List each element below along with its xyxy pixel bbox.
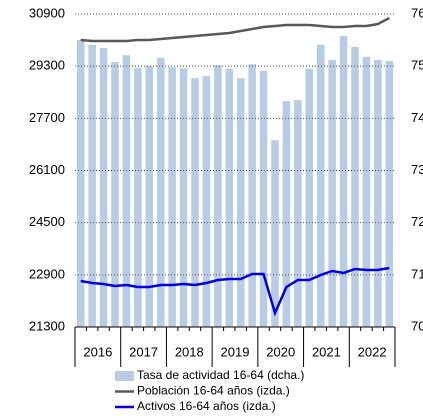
legend-label: Activos 16-64 años (izda.) (137, 399, 276, 413)
x-group-label: 2020 (266, 344, 295, 359)
bar (168, 67, 176, 328)
y-tick-label: 21300 (29, 318, 65, 333)
y-tick-label: 27700 (29, 110, 65, 125)
bar (99, 47, 108, 328)
x-group-label: 2017 (129, 344, 158, 359)
y2-tick-label: 74 (411, 110, 423, 125)
bar (202, 76, 211, 327)
y2-tick-label: 75 (411, 58, 423, 73)
y2-tick-label: 71 (411, 266, 423, 281)
bar (248, 64, 256, 327)
bar (362, 56, 371, 327)
legend-swatch (115, 371, 134, 381)
y2-tick-label: 76 (411, 5, 423, 20)
bar (294, 100, 302, 327)
bar (316, 44, 325, 328)
bar (385, 60, 394, 327)
bar (76, 40, 85, 327)
bar (156, 57, 165, 327)
bar (225, 68, 234, 328)
bar (282, 101, 291, 327)
y2-tick-label: 73 (411, 162, 423, 177)
line-series (80, 16, 390, 43)
bar (328, 59, 336, 327)
x-group-label: 2018 (175, 344, 204, 359)
bar (145, 66, 154, 328)
legend-label: Población 16-64 años (izda.) (137, 384, 290, 398)
y-tick-label: 22900 (29, 266, 65, 281)
bar (191, 78, 199, 327)
y-tick-label: 30900 (29, 5, 65, 20)
bar (179, 68, 188, 328)
y-tick-label: 24500 (29, 214, 65, 229)
bar (111, 61, 119, 327)
x-group-label: 2022 (358, 344, 387, 359)
bar (374, 59, 382, 327)
bar (122, 55, 131, 327)
bar (88, 44, 96, 328)
y2-tick-label: 72 (411, 214, 423, 229)
bar (271, 140, 279, 327)
bar (134, 68, 142, 328)
y-tick-label: 26100 (29, 162, 65, 177)
bar (351, 46, 359, 328)
bar (236, 78, 245, 327)
x-group-label: 2016 (83, 344, 112, 359)
line-series (80, 266, 390, 317)
x-group-label: 2021 (312, 344, 341, 359)
x-group-label: 2019 (221, 344, 250, 359)
y-tick-label: 29300 (29, 58, 65, 73)
bar (259, 70, 268, 327)
bar (305, 68, 314, 328)
legend-label: Tasa de actividad 16-64 (dcha.) (137, 368, 304, 382)
y2-tick-label: 70 (411, 318, 423, 333)
bar (339, 35, 348, 327)
bar (214, 65, 222, 327)
